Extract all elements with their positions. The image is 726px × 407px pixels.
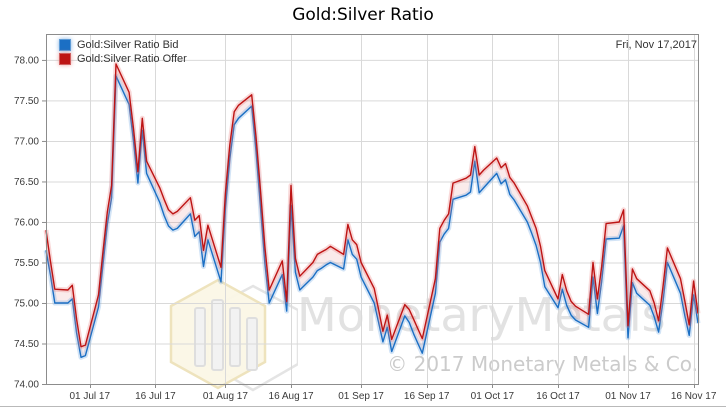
offer-line[interactable] — [45, 63, 699, 348]
legend-item-bid[interactable]: Gold:Silver Ratio Bid — [60, 38, 187, 51]
x-tick-label: 16 Jul 17 — [135, 391, 176, 402]
y-tick-label: 76.50 — [14, 177, 39, 188]
bid-line[interactable] — [45, 75, 699, 358]
x-tick-label: 01 Oct 17 — [471, 391, 515, 402]
x-tick-label: 16 Oct 17 — [536, 391, 580, 402]
axis-ticks — [42, 59, 695, 388]
y-tick-label: 75.00 — [14, 298, 39, 309]
x-tick-label: 01 Nov 17 — [605, 391, 651, 402]
x-tick-label: 16 Aug 17 — [269, 391, 314, 402]
x-tick-label: 16 Sep 17 — [404, 391, 450, 402]
bid-offer-spread-band — [46, 64, 698, 358]
x-tick-label: 01 Jul 17 — [69, 391, 110, 402]
x-tick-label: 01 Aug 17 — [203, 391, 248, 402]
y-tick-label: 77.50 — [14, 96, 39, 107]
axis-labels: 74.00 74.50 75.00 75.50 76.00 76.50 77.00 77.50… — [14, 55, 717, 402]
x-tick-label: 01 Sep 17 — [338, 391, 384, 402]
legend-label-offer: Gold:Silver Ratio Offer — [77, 52, 187, 65]
y-tick-label: 75.50 — [14, 258, 39, 269]
last-date-annotation: Fri, Nov 17,2017 — [615, 39, 697, 51]
y-tick-label: 77.00 — [14, 136, 39, 147]
legend-label-bid: Gold:Silver Ratio Bid — [77, 38, 179, 51]
gridlines — [46, 34, 698, 385]
y-tick-label: 78.00 — [14, 55, 39, 66]
chart-legend: Gold:Silver Ratio Bid Gold:Silver Ratio … — [60, 38, 187, 66]
offer-series-swatch-icon — [60, 53, 70, 64]
bid-series-swatch-icon — [60, 39, 70, 50]
plot-border — [46, 34, 699, 385]
x-tick-label: 16 Nov 17 — [671, 391, 717, 402]
y-tick-label: 74.50 — [14, 339, 39, 350]
legend-item-offer[interactable]: Gold:Silver Ratio Offer — [60, 52, 187, 65]
y-tick-label: 74.00 — [14, 380, 39, 391]
page-title: Gold:Silver Ratio — [292, 5, 434, 25]
y-tick-label: 76.00 — [14, 217, 39, 228]
